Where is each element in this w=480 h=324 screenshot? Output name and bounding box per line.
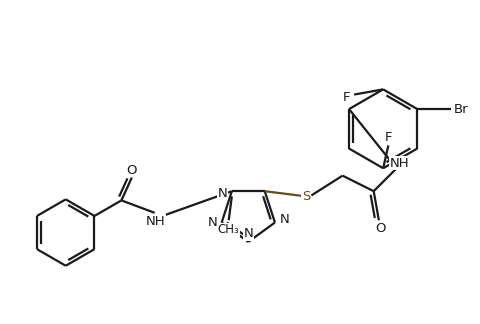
Text: O: O [376,222,386,235]
Text: N: N [217,187,228,200]
Text: O: O [127,164,137,177]
Text: F: F [384,131,392,144]
Text: N: N [243,227,253,240]
Text: F: F [343,91,350,104]
Text: NH: NH [146,214,166,228]
Text: CH₃: CH₃ [218,223,240,236]
Text: Br: Br [454,103,468,116]
Text: S: S [302,190,311,203]
Text: N: N [279,213,289,226]
Text: NH: NH [390,157,409,170]
Text: N: N [207,216,217,229]
